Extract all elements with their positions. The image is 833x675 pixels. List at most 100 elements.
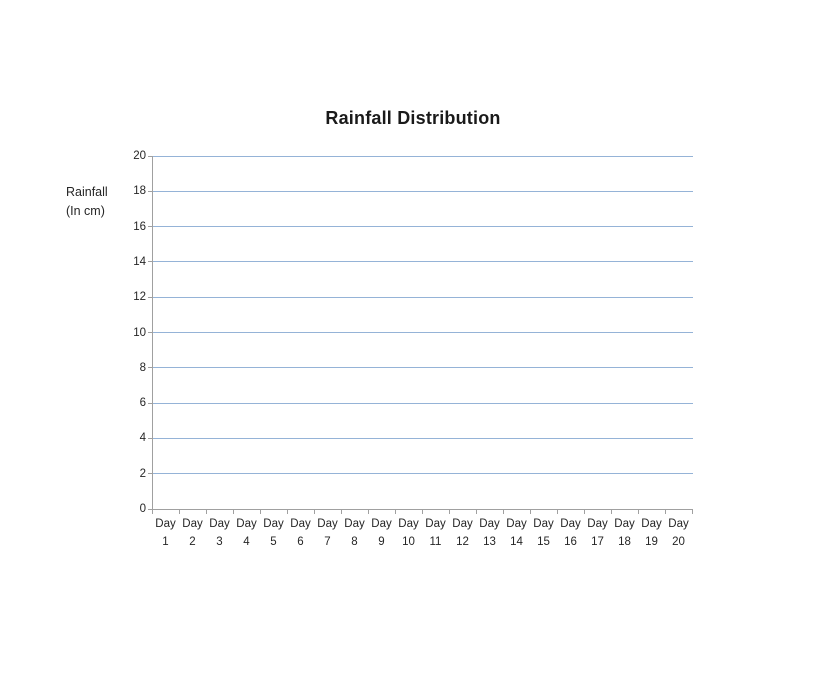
x-axis-tick-mark [394, 510, 396, 514]
x-axis-tick-label-number: 12 [456, 536, 469, 548]
x-axis-tick-label: Day 15 [530, 515, 557, 551]
y-axis-tick-mark [148, 190, 152, 192]
x-axis-tick-mark [610, 510, 612, 514]
x-axis-tick-mark [664, 510, 666, 514]
x-axis-tick-label-word: Day [182, 518, 203, 530]
x-axis-tick-label-word: Day [668, 518, 689, 530]
x-axis-tick-label-number: 19 [645, 536, 658, 548]
x-axis-tick-label-number: 18 [618, 536, 631, 548]
x-axis-tick-label: Day 2 [179, 515, 206, 551]
x-axis-tick-mark [583, 510, 585, 514]
y-axis-tick-label: 14 [133, 255, 146, 268]
y-axis-tick-mark [148, 296, 152, 298]
x-axis-tick-label-number: 11 [429, 536, 442, 548]
x-axis-tick-label: Day 5 [260, 515, 287, 551]
x-axis-tick-label-number: 4 [243, 536, 250, 548]
gridline-y-18 [153, 190, 693, 192]
x-axis-tick-label: Day 12 [449, 515, 476, 551]
plot-area [152, 155, 693, 510]
x-axis-tick-label-number: 15 [537, 536, 550, 548]
x-axis-tick-label-number: 2 [189, 536, 196, 548]
x-axis-tick-mark [286, 510, 288, 514]
gridline-y-8 [153, 367, 693, 369]
y-axis-tick-mark [148, 226, 152, 228]
x-axis-tick-mark [637, 510, 639, 514]
x-axis-tick-mark [367, 510, 369, 514]
y-axis-tick-mark [148, 367, 152, 369]
y-axis-tick-label: 12 [133, 291, 146, 304]
x-axis-tick-mark [205, 510, 207, 514]
x-axis-tick-label: Day 11 [422, 515, 449, 551]
x-axis-tick-label-number: 17 [591, 536, 604, 548]
x-axis-tick-mark [691, 510, 693, 514]
chart-title: Rainfall Distribution [325, 108, 501, 128]
y-axis-tick-mark [148, 332, 152, 333]
x-axis-tick-label-word: Day [506, 518, 527, 530]
x-axis-tick-label: Day 9 [368, 515, 395, 551]
x-axis-tick-mark [313, 510, 315, 514]
x-axis-tick-label-number: 7 [324, 536, 331, 548]
y-axis-tick-mark [148, 437, 152, 439]
x-axis-tick-label-number: 1 [162, 536, 169, 548]
y-axis-title-line1: Rainfall [66, 185, 108, 199]
x-axis-tick-label: Day 14 [503, 515, 530, 551]
x-axis-tick-mark [178, 510, 180, 514]
x-axis-tick-label-number: 3 [216, 536, 223, 548]
x-axis-tick-label-number: 13 [483, 536, 496, 548]
y-axis-tick-mark [148, 473, 152, 475]
x-axis-tick-label-number: 10 [402, 536, 415, 548]
x-axis-tick-mark [502, 510, 504, 514]
y-axis-tick-label: 16 [133, 220, 146, 233]
gridline-y-6 [153, 402, 693, 404]
gridline-y-2 [153, 473, 693, 475]
x-axis-tick-label: Day 1 [152, 515, 179, 551]
x-axis-tick-label: Day 13 [476, 515, 503, 551]
x-axis-tick-label: Day 17 [584, 515, 611, 551]
x-axis-tick-label-word: Day [587, 518, 608, 530]
y-axis-tick-label: 0 [139, 503, 146, 515]
x-axis-tick-mark [475, 510, 477, 514]
y-axis-title: Rainfall (In cm) [66, 183, 108, 221]
x-axis-tick-label-word: Day [236, 518, 257, 530]
y-axis-tick-label: 2 [139, 467, 146, 480]
x-axis-tick-mark [340, 510, 342, 514]
x-axis-tick-label: Day 19 [638, 515, 665, 551]
x-axis-tick-label: Day 4 [233, 515, 260, 551]
x-axis-tick-label: Day 7 [314, 515, 341, 551]
x-axis-tick-label-word: Day [371, 518, 392, 530]
y-axis-tick-mark [148, 155, 152, 157]
gridline-y-20 [153, 155, 693, 157]
x-axis-tick-mark [151, 510, 153, 514]
x-axis-tick-mark [421, 510, 423, 514]
x-axis-tick-label-word: Day [209, 518, 230, 530]
x-axis-tick-label-word: Day [155, 518, 176, 530]
x-axis-tick-label-word: Day [425, 518, 446, 530]
x-axis-tick-label-word: Day [317, 518, 338, 530]
x-axis-tick-mark [529, 510, 531, 514]
x-axis-tick-label: Day 10 [395, 515, 422, 551]
y-axis-tick-mark [148, 508, 152, 510]
x-axis-tick-label-word: Day [290, 518, 311, 530]
x-axis-tick-label-word: Day [560, 518, 581, 530]
x-axis-tick-label: Day 20 [665, 515, 692, 551]
x-axis-tick-label-number: 6 [297, 536, 304, 548]
x-axis-tick-label: Day 16 [557, 515, 584, 551]
x-axis-tick-mark [448, 510, 450, 514]
x-axis-tick-label-word: Day [641, 518, 662, 530]
x-axis-tick-label: Day 3 [206, 515, 233, 551]
x-axis-tick-label-word: Day [533, 518, 554, 530]
gridline-y-14 [153, 261, 693, 263]
x-axis-tick-label-word: Day [479, 518, 500, 530]
y-axis-tick-label: 10 [133, 326, 146, 339]
y-axis-tick-label: 8 [139, 361, 146, 374]
gridline-y-4 [153, 437, 693, 439]
x-axis-tick-label: Day 18 [611, 515, 638, 551]
y-axis-tick-label: 18 [133, 185, 146, 198]
y-axis-tick-mark [148, 402, 152, 404]
gridline-y-10 [153, 332, 693, 333]
y-axis-tick-label: 20 [133, 150, 146, 162]
x-axis-tick-label-word: Day [344, 518, 365, 530]
x-axis-tick-label-number: 5 [270, 536, 277, 548]
x-axis-tick-mark [556, 510, 558, 514]
